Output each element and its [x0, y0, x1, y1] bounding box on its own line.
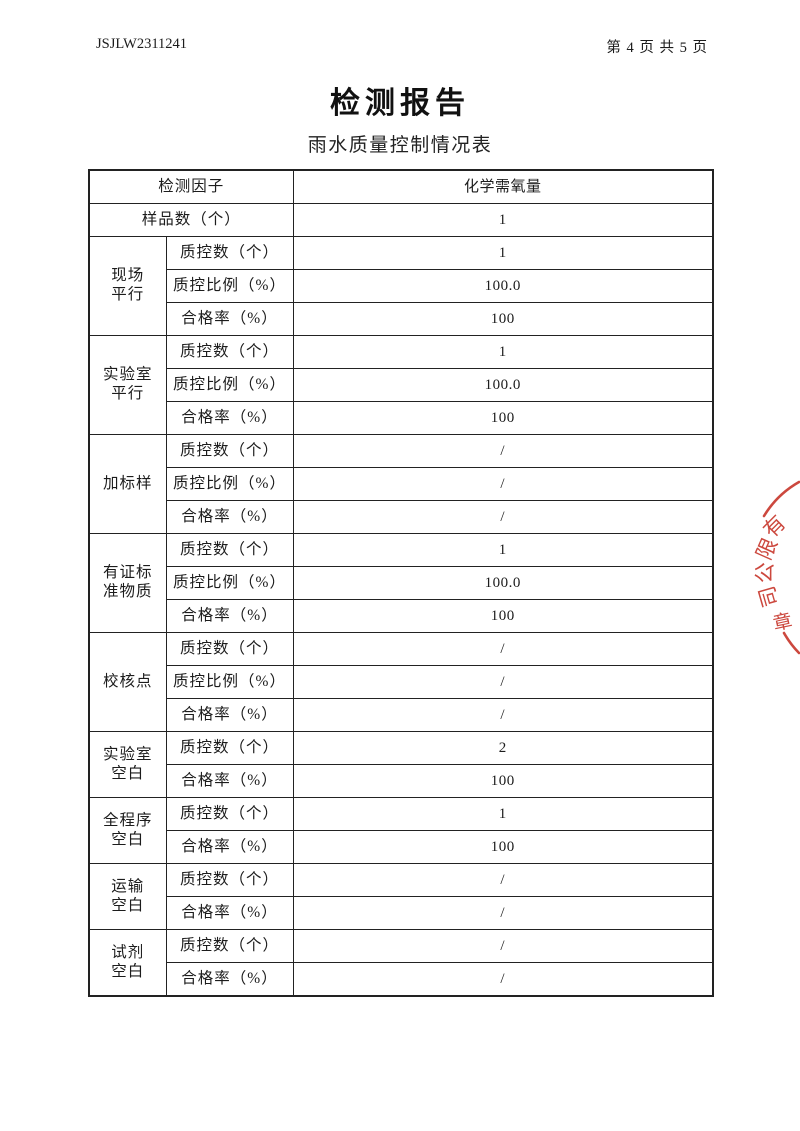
table-row: 质控比例（%） 100.0 — [89, 269, 714, 303]
table-row: 合格率（%） / — [89, 500, 714, 534]
qc-label-cell: 质控数（个） — [165, 236, 294, 270]
table-row: 合格率（%） 100 — [89, 302, 714, 336]
qc-group-cell: 实验室 平行 — [88, 335, 167, 435]
qc-value-cell: / — [292, 632, 714, 666]
qc-label-cell: 质控比例（%） — [165, 665, 294, 699]
table-row: 合格率（%） 100 — [89, 764, 714, 798]
qc-label-cell: 合格率（%） — [165, 764, 294, 798]
table-row: 合格率（%） / — [89, 896, 714, 930]
qc-label-cell: 合格率（%） — [165, 698, 294, 732]
qc-value-cell: 100 — [292, 764, 714, 798]
qc-label-cell: 质控数（个） — [165, 335, 294, 369]
table-row: 有证标 准物质 质控数（个） 1 — [88, 533, 714, 633]
qc-label-cell: 合格率（%） — [165, 302, 294, 336]
seal-char: 司 — [754, 583, 783, 610]
qc-label-cell: 质控数（个） — [165, 731, 294, 765]
sample-count-value-cell: 1 — [292, 203, 714, 237]
qc-label-cell: 质控比例（%） — [165, 269, 294, 303]
table-row: 全程序 空白 质控数（个） 1 — [88, 797, 714, 864]
qc-value-cell: / — [292, 929, 714, 963]
page-indicator: 第 4 页 共 5 页 — [606, 40, 708, 56]
qc-value-cell: 100 — [292, 302, 714, 336]
qc-label-cell: 合格率（%） — [165, 962, 294, 997]
table-row: 合格率（%） / — [89, 698, 714, 732]
qc-group-cell: 运输 空白 — [88, 863, 167, 930]
qc-value-cell: 1 — [292, 533, 714, 567]
qc-value-cell: / — [292, 962, 714, 997]
factor-header-cell: 检测因子 — [88, 169, 294, 204]
qc-label-cell: 质控数（个） — [165, 434, 294, 468]
qc-value-cell: 100.0 — [292, 368, 714, 402]
table-row: 运输 空白 质控数（个） / — [88, 863, 714, 930]
qc-label-cell: 质控数（个） — [165, 533, 294, 567]
table-row: 实验室 平行 质控数（个） 1 — [88, 335, 714, 435]
qc-group-cell: 实验室 空白 — [88, 731, 167, 798]
sample-count-label-cell: 样品数（个） — [88, 203, 294, 237]
table-row: 试剂 空白 质控数（个） / — [88, 929, 714, 997]
table-row: 合格率（%） / — [89, 962, 714, 997]
factor-value-cell: 化学需氧量 — [292, 169, 714, 204]
qc-value-cell: / — [292, 500, 714, 534]
qc-group-cell: 试剂 空白 — [88, 929, 167, 997]
qc-group-cell: 现场 平行 — [88, 236, 167, 336]
qc-value-cell: 2 — [292, 731, 714, 765]
table-row: 合格率（%） 100 — [89, 830, 714, 864]
qc-value-cell: 1 — [292, 797, 714, 831]
qc-label-cell: 质控比例（%） — [165, 467, 294, 501]
qc-value-cell: / — [292, 896, 714, 930]
qc-label-cell: 质控数（个） — [165, 863, 294, 897]
qc-group-cell: 加标样 — [88, 434, 167, 534]
qc-value-cell: 1 — [292, 236, 714, 270]
table-row: 合格率（%） 100 — [89, 401, 714, 435]
qc-value-cell: 100.0 — [292, 566, 714, 600]
report-number: JSJLW2311241 — [96, 36, 188, 52]
seal-arc-top — [762, 480, 800, 518]
qc-label-cell: 质控比例（%） — [165, 566, 294, 600]
table-row: 校核点 质控数（个） / — [88, 632, 714, 732]
qc-value-cell: 100 — [292, 830, 714, 864]
qc-label-cell: 合格率（%） — [165, 500, 294, 534]
qc-group-cell: 全程序 空白 — [88, 797, 167, 864]
quality-control-table: 检测因子 化学需氧量 样品数（个） 1 现场 平行 质控数（个） 1 质控比例（%） 10… — [88, 169, 715, 997]
table-row: 质控比例（%） 100.0 — [89, 566, 714, 600]
seal-char: 限 — [752, 535, 782, 564]
qc-value-cell: 1 — [292, 335, 714, 369]
table-row: 检测因子 化学需氧量 — [88, 169, 714, 204]
qc-label-cell: 合格率（%） — [165, 599, 294, 633]
qc-value-cell: 100 — [292, 401, 714, 435]
table-row: 样品数（个） 1 — [88, 203, 714, 237]
qc-value-cell: / — [292, 863, 714, 897]
table-caption: 雨水质量控制情况表 — [307, 135, 493, 156]
table-row: 质控比例（%） 100.0 — [89, 368, 714, 402]
qc-group-cell: 校核点 — [88, 632, 167, 732]
seal-char: 有 — [759, 511, 791, 543]
table-row: 合格率（%） 100 — [89, 599, 714, 633]
qc-label-cell: 质控数（个） — [165, 929, 294, 963]
table-row: 质控比例（%） / — [89, 467, 714, 501]
qc-value-cell: / — [292, 434, 714, 468]
qc-label-cell: 合格率（%） — [165, 896, 294, 930]
seal-arc-bottom — [782, 631, 800, 655]
qc-value-cell: / — [292, 467, 714, 501]
qc-value-cell: / — [292, 698, 714, 732]
seal-center-char: 章 — [771, 610, 794, 635]
qc-label-cell: 质控数（个） — [165, 632, 294, 666]
qc-value-cell: / — [292, 665, 714, 699]
table-row: 加标样 质控数（个） / — [88, 434, 714, 534]
table-row: 实验室 空白 质控数（个） 2 — [88, 731, 714, 798]
page-title: 检测报告 — [330, 87, 470, 120]
qc-label-cell: 质控比例（%） — [165, 368, 294, 402]
qc-value-cell: 100 — [292, 599, 714, 633]
qc-group-cell: 有证标 准物质 — [88, 533, 167, 633]
qc-value-cell: 100.0 — [292, 269, 714, 303]
qc-label-cell: 合格率（%） — [165, 830, 294, 864]
qc-label-cell: 质控数（个） — [165, 797, 294, 831]
table-row: 现场 平行 质控数（个） 1 — [88, 236, 714, 336]
document-header: JSJLW2311241 第 4 页 共 5 页 — [96, 36, 708, 57]
company-seal-stamp: 有 限 公 司 章 — [752, 480, 800, 655]
seal-char: 公 — [752, 562, 777, 585]
table-row: 质控比例（%） / — [89, 665, 714, 699]
qc-label-cell: 合格率（%） — [165, 401, 294, 435]
